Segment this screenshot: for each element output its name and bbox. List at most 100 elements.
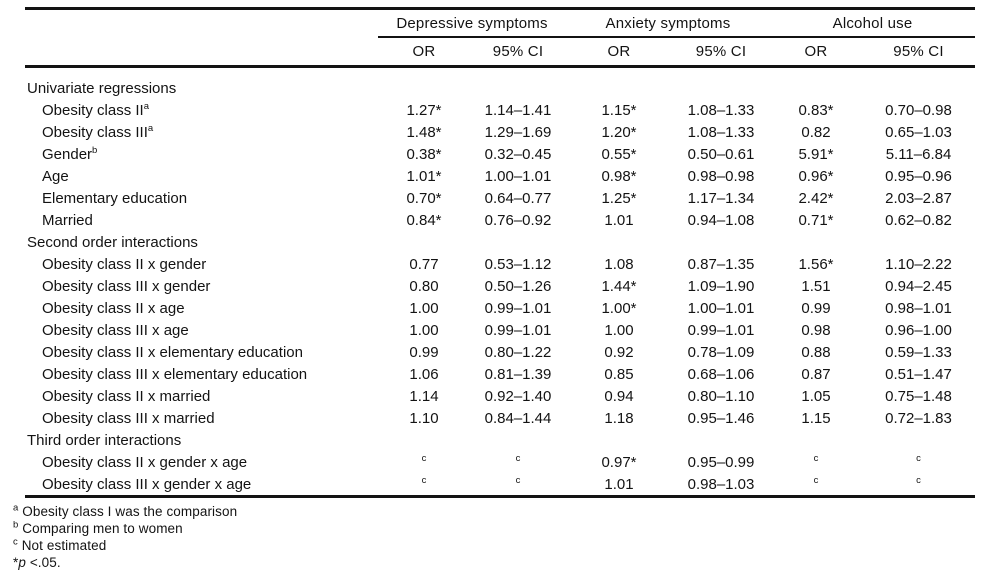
cell-value: 0.87–1.35 <box>687 255 755 273</box>
cell-value: 0.94 <box>604 387 634 405</box>
cell-value: 1.01* <box>406 167 442 185</box>
col-header-or-3: OR <box>770 37 862 68</box>
cell-value: 1.06 <box>409 365 439 383</box>
row-label-superscript: b <box>92 144 98 156</box>
cell-value: 0.99–1.01 <box>687 321 755 339</box>
cell-value: 0.99 <box>801 299 831 317</box>
table-row: Age 1.01* 1.00–1.01 0.98* 0.98–0.98 0.96* 0.95… <box>25 165 975 187</box>
cell-value: 0.84–1.44 <box>484 409 552 427</box>
footnote-marker: a <box>13 502 19 514</box>
not-estimated-superscript: c <box>515 474 521 486</box>
footnote: *p <.05. <box>13 555 61 570</box>
cell-value: 0.62–0.82 <box>885 211 952 229</box>
cell-value: 1.00 <box>409 321 439 339</box>
cell-value: 0.80–1.22 <box>484 343 552 361</box>
cell-value: 0.92–1.40 <box>484 387 552 405</box>
not-estimated-superscript: c <box>916 474 921 486</box>
footnote-marker: c <box>13 536 18 548</box>
col-header-ci-2: 95% CI <box>672 37 770 68</box>
cell-value: 1.14 <box>409 387 439 405</box>
cell-value: 0.80–1.10 <box>687 387 755 405</box>
row-label: Obesity class II x elementary education <box>42 343 303 361</box>
table-row: Obesity class III x married 1.10 0.84–1.44… <box>25 407 975 429</box>
col-group-depressive-symptoms: Depressive symptoms <box>378 8 566 38</box>
cell-value: 1.15 <box>801 409 831 427</box>
section-title: Univariate regressions <box>27 79 177 97</box>
cell-value: 0.97* <box>601 453 637 471</box>
footnote: a Obesity class I was the comparison <box>13 502 238 519</box>
table-row: Elementary education 0.70* 0.64–0.77 1.25* 1… <box>25 187 975 209</box>
cell-value: 5.11–6.84 <box>885 145 952 163</box>
section-row: Third order interactions <box>25 429 975 451</box>
cell-value: 0.77 <box>409 255 439 273</box>
cell-value: 0.83* <box>798 101 834 119</box>
cell-value: 0.50–0.61 <box>687 145 755 163</box>
not-estimated-superscript: c <box>813 474 819 486</box>
cell-value: 0.70* <box>406 189 442 207</box>
row-label: Married <box>42 211 93 229</box>
cell-value: 1.10 <box>409 409 439 427</box>
cell-value: 0.75–1.48 <box>885 387 952 405</box>
cell-value: 2.03–2.87 <box>885 189 952 207</box>
cell-value: 1.25* <box>601 189 637 207</box>
cell-value: 1.00–1.01 <box>687 299 755 317</box>
cell-value: 0.98–1.03 <box>687 475 755 493</box>
not-estimated-superscript: c <box>421 452 427 464</box>
col-group-alcohol-use: Alcohol use <box>770 8 975 38</box>
cell-value: 1.15* <box>601 101 637 119</box>
section-row: Second order interactions <box>25 231 975 253</box>
cell-value: 0.78–1.09 <box>687 343 755 361</box>
footnote: b Comparing men to women <box>13 519 183 536</box>
cell-value: 0.99–1.01 <box>484 321 552 339</box>
cell-value: 0.64–0.77 <box>484 189 552 207</box>
stub-header-empty <box>25 9 378 38</box>
cell-value: 1.56* <box>798 255 834 273</box>
row-label: Obesity class III x age <box>42 321 189 339</box>
cell-value: 0.71* <box>798 211 834 229</box>
table-row: Married 0.84* 0.76–0.92 1.01 0.94–1.08 0.71* 0… <box>25 209 975 231</box>
cell-value: 0.96* <box>798 167 834 185</box>
col-header-ci-3: 95% CI <box>862 37 975 68</box>
cell-value: 2.42* <box>798 189 834 207</box>
table-header: Depressive symptoms Anxiety symptoms Alc… <box>25 8 975 68</box>
table-row: Obesity class II x gender 0.77 0.53–1.12 1.… <box>25 253 975 275</box>
not-estimated-superscript: c <box>813 452 819 464</box>
cell-value: 1.20* <box>601 123 637 141</box>
cell-value: 0.32–0.45 <box>484 145 552 163</box>
cell-value: 0.95–0.99 <box>687 453 755 471</box>
cell-value: 0.85 <box>604 365 634 383</box>
row-label: Obesity class III x married <box>42 409 215 427</box>
cell-value: 1.18 <box>604 409 634 427</box>
cell-value: 0.94–2.45 <box>885 277 952 295</box>
table-row: Obesity class II x age 1.00 0.99–1.01 1.00*… <box>25 297 975 319</box>
not-estimated-superscript: c <box>916 452 921 464</box>
cell-not-estimated: c <box>378 451 470 473</box>
cell-value: 1.14–1.41 <box>484 101 552 119</box>
cell-value: 0.59–1.33 <box>885 343 952 361</box>
row-label: Obesity class III x gender x age <box>42 475 252 493</box>
row-label-superscript: a <box>143 100 149 112</box>
section-row: Univariate regressions <box>25 67 975 100</box>
row-label: Obesity class IIa <box>42 100 149 119</box>
column-group-row: Depressive symptoms Anxiety symptoms Alc… <box>25 8 975 38</box>
row-label: Elementary education <box>42 189 188 207</box>
row-label: Obesity class III x elementary education <box>42 365 308 383</box>
row-label: Genderb <box>42 144 98 163</box>
cell-value: 0.80 <box>409 277 439 295</box>
table-row: Obesity class III x gender x age c c 1.01 0.… <box>25 473 975 497</box>
cell-not-estimated: c <box>770 473 862 497</box>
cell-value: 0.70–0.98 <box>885 101 952 119</box>
table-body: Univariate regressions Obesity class IIa 1… <box>25 67 975 497</box>
cell-value: 0.98* <box>601 167 637 185</box>
cell-value: 1.10–2.22 <box>885 255 952 273</box>
row-label: Obesity class III x gender <box>42 277 211 295</box>
col-header-or-2: OR <box>566 37 672 68</box>
table-row: Obesity class II x married 1.14 0.92–1.40 0… <box>25 385 975 407</box>
section-title: Third order interactions <box>27 431 182 449</box>
row-label-superscript: a <box>147 122 154 134</box>
row-label: Obesity class II x married <box>42 387 211 405</box>
col-header-or-1: OR <box>378 37 470 68</box>
cell-value: 0.72–1.83 <box>885 409 952 427</box>
section-title: Second order interactions <box>27 233 198 251</box>
